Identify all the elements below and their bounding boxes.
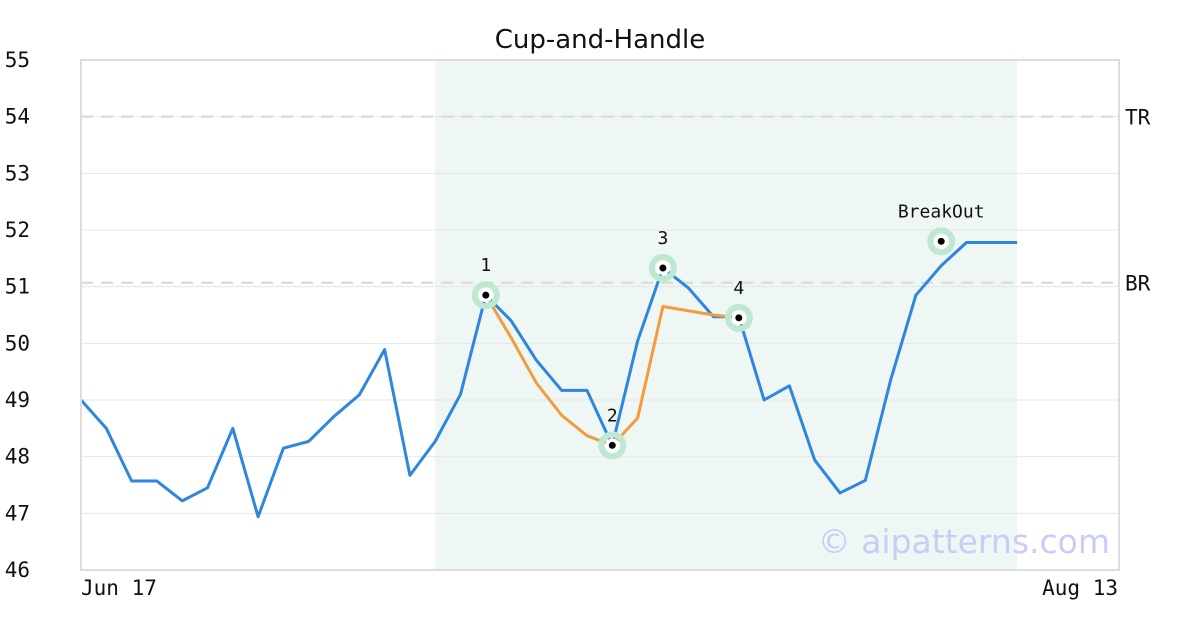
marker-halo-4 xyxy=(724,303,753,332)
x-tick-label-last: Aug 13 xyxy=(1042,576,1118,600)
marker-halo-1 xyxy=(471,281,500,310)
watermark: © aipatterns.com xyxy=(818,522,1110,561)
annotation-label-1: 1 xyxy=(480,255,491,276)
plot-frame xyxy=(80,59,1120,571)
y-tick-label: 50 xyxy=(5,331,30,355)
marker-dot-4 xyxy=(735,314,743,322)
y-tick-label: 46 xyxy=(5,558,30,582)
marker-dot-2 xyxy=(608,441,616,449)
marker-dot-3 xyxy=(659,264,667,272)
annotation-label-4: 4 xyxy=(733,278,744,299)
reference-label-tr: TR xyxy=(1125,106,1151,130)
y-tick-label: 49 xyxy=(5,388,30,412)
y-tick-label: 53 xyxy=(5,161,30,185)
y-axis-ticks: 46 47 48 49 50 51 52 53 54 55 xyxy=(5,48,30,582)
marker-halo-3 xyxy=(648,253,677,282)
marker-dot-breakout xyxy=(937,237,945,245)
price-line xyxy=(79,240,1018,519)
x-tick-label-first: Jun 17 xyxy=(81,576,157,600)
y-tick-label: 51 xyxy=(5,275,30,299)
x-axis-ticks: Jun 17 Aug 13 xyxy=(81,576,1118,600)
reference-label-br: BR xyxy=(1125,272,1151,296)
y-tick-label: 55 xyxy=(5,48,30,72)
marker-halo-breakout xyxy=(927,227,956,256)
y-tick-label: 52 xyxy=(5,218,30,242)
chart-title: Cup-and-Handle xyxy=(495,25,706,55)
y-tick-label: 47 xyxy=(5,501,30,525)
y-tick-label: 54 xyxy=(5,105,30,129)
marker-dot-1 xyxy=(482,291,490,299)
annotation-label-breakout: BreakOut xyxy=(898,201,985,222)
annotation-label-3: 3 xyxy=(657,228,668,249)
marker-halo-2 xyxy=(598,431,627,460)
reference-lines: TR BR xyxy=(81,106,1151,296)
annotation-label-2: 2 xyxy=(607,405,618,426)
y-tick-label: 48 xyxy=(5,445,30,469)
pattern-annotations: 1 2 3 4 BreakOut xyxy=(471,201,985,460)
